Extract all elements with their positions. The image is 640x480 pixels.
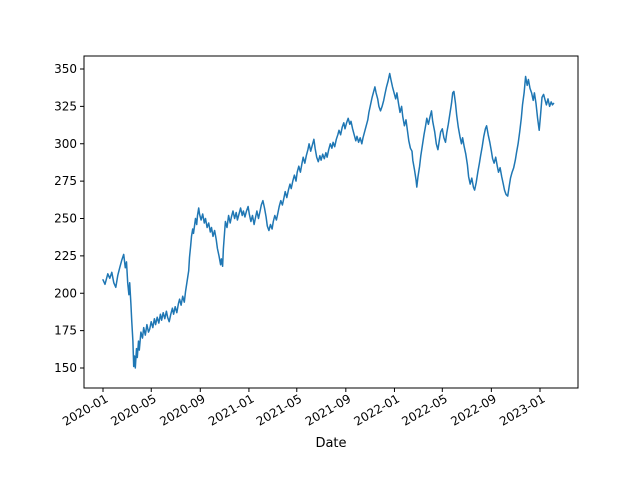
y-tick-label: 275 [54,174,77,188]
y-tick-label: 300 [54,137,77,151]
axes-spines [83,55,579,389]
y-tick-label: 325 [54,99,77,113]
y-tick-label: 250 [54,212,77,226]
price-line-series [102,72,555,369]
y-tick-label: 225 [54,249,77,263]
y-tick-label: 350 [54,62,77,76]
x-axis-label: Date [315,436,346,451]
y-tick-label: 150 [54,361,77,375]
y-tick-label: 175 [54,324,77,338]
y-tick-label: 200 [54,286,77,300]
